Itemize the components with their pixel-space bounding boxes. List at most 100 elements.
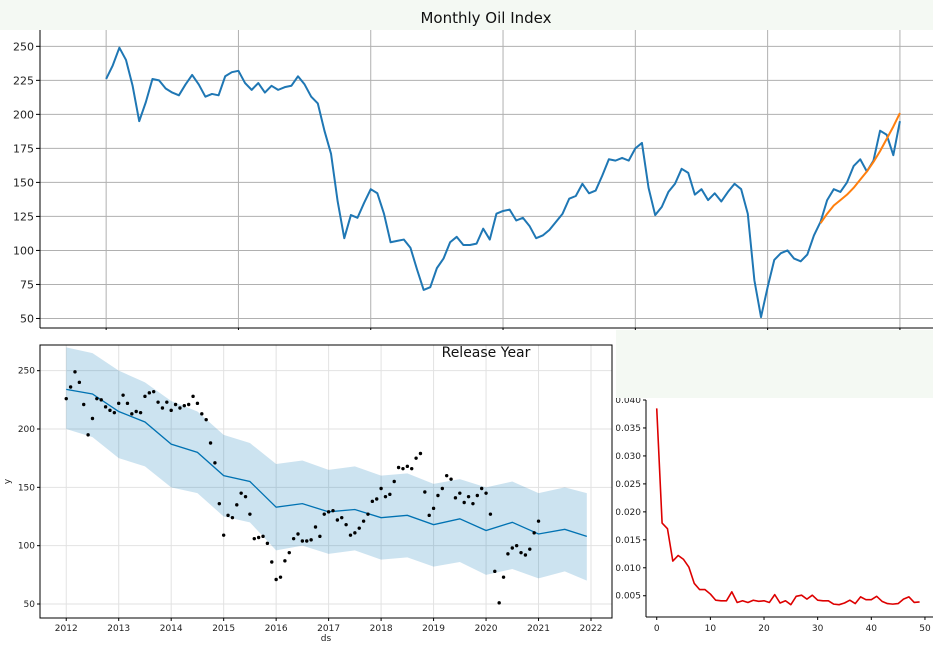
y-tick-label: 250: [18, 367, 35, 377]
observed-point: [221, 533, 226, 537]
y-tick-label: 150: [18, 483, 35, 493]
observed-point: [147, 391, 152, 395]
oil-index-chart: 5075100125150175200225250020406080100120…: [13, 9, 933, 330]
title-band: [0, 0, 933, 30]
y-tick-label: 200: [13, 108, 34, 121]
observed-point: [291, 536, 296, 541]
observed-point: [261, 534, 265, 539]
observed-point: [326, 510, 331, 514]
observed-point: [532, 531, 536, 535]
observed-point: [471, 501, 475, 506]
observed-point: [152, 389, 156, 394]
series-line-forecast: [819, 112, 901, 224]
forecast-chart: 50 100 150 200 250 2012 2013 2014 2015 2016 2017 20…: [3, 344, 613, 644]
observed-point: [340, 515, 344, 520]
observed-point: [217, 501, 221, 506]
observed-point: [519, 550, 523, 555]
y-tick-label: 0.035: [616, 424, 641, 434]
observed-point: [121, 393, 125, 397]
y-tick-label: 0.015: [616, 536, 641, 546]
forecast-chart-panel: 50 100 150 200 250 2012 2013 2014 2015 2016 2017 20…: [0, 330, 616, 645]
y-tick-label: 225: [13, 74, 34, 87]
observed-point: [331, 508, 335, 513]
observed-point: [90, 416, 95, 421]
observed-point: [64, 396, 68, 401]
observed-point: [353, 531, 357, 535]
x-tick-label: 2012: [55, 624, 78, 634]
observed-point: [108, 408, 112, 413]
observed-point: [300, 539, 305, 543]
observed-point: [370, 499, 375, 504]
observed-point: [309, 538, 313, 542]
x-tick-label: 2015: [212, 624, 235, 634]
observed-point: [156, 400, 160, 404]
y-tick-label: 150: [13, 176, 34, 189]
observed-point: [335, 518, 340, 522]
observed-point: [86, 433, 90, 437]
observed-point: [392, 479, 396, 484]
observed-point: [414, 456, 418, 460]
observed-point: [283, 559, 287, 563]
observed-point: [305, 539, 309, 543]
observed-point: [252, 536, 256, 541]
observed-point: [366, 512, 370, 516]
observed-point: [475, 493, 480, 498]
chart-title: Monthly Oil Index: [420, 9, 551, 27]
observed-point: [287, 550, 291, 555]
x-tick-label: 2022: [580, 624, 603, 634]
y-tick-label: 0.005: [616, 592, 641, 602]
oil-index-chart-panel: 5075100125150175200225250020406080100120…: [0, 0, 933, 330]
observed-point: [77, 380, 82, 385]
observed-point: [361, 519, 366, 523]
observed-point: [125, 401, 130, 406]
observed-point: [423, 490, 427, 494]
observed-point: [396, 465, 401, 470]
observed-point: [479, 486, 484, 491]
observed-point: [322, 512, 326, 516]
observed-point: [418, 451, 423, 456]
observed-point: [274, 577, 278, 582]
observed-point: [278, 575, 283, 579]
observed-point: [388, 492, 392, 497]
y-tick-label: 0.020: [616, 508, 641, 518]
y-tick-label: 0.010: [616, 564, 641, 574]
x-tick-label: 2020: [475, 624, 498, 634]
observed-point: [296, 532, 300, 536]
observed-point: [536, 519, 541, 523]
y-tick-label: 50: [24, 600, 36, 610]
loss-chart-panel: 0.005 0.010 0.015 0.020 0.025 0.030 0.035 0.040…: [616, 398, 933, 645]
x-tick-label: 2014: [160, 624, 183, 634]
observed-point: [95, 396, 99, 401]
observed-point: [235, 503, 239, 507]
observed-point: [130, 412, 134, 416]
observed-point: [528, 547, 532, 551]
observed-point: [405, 464, 410, 469]
observed-point: [178, 406, 182, 410]
plot-frame: [39, 344, 613, 619]
y-tick-label: 0.030: [616, 452, 641, 462]
x-tick-label: 10: [705, 624, 717, 634]
observed-point: [444, 473, 449, 478]
observed-point: [497, 601, 501, 605]
y-tick-label: 100: [13, 244, 34, 257]
y-tick-label: 100: [18, 542, 35, 552]
observed-point: [357, 526, 361, 530]
observed-point: [510, 546, 514, 550]
y-tick-label: 200: [18, 425, 35, 435]
observed-point: [182, 403, 187, 408]
observed-point: [169, 408, 173, 413]
y-tick-label: 75: [20, 278, 34, 291]
observed-point: [200, 412, 204, 416]
observed-point: [82, 402, 86, 407]
observed-point: [410, 466, 414, 471]
observed-point: [243, 494, 248, 499]
observed-point: [318, 534, 322, 539]
x-tick-label: 40: [866, 624, 878, 634]
y-tick-label: 50: [20, 312, 34, 325]
x-tick-label: 50: [919, 624, 931, 634]
x-tick-label: 30: [812, 624, 824, 634]
observed-point: [134, 409, 138, 414]
observed-point: [173, 402, 178, 407]
observed-point: [484, 491, 488, 495]
observed-point: [462, 500, 466, 505]
